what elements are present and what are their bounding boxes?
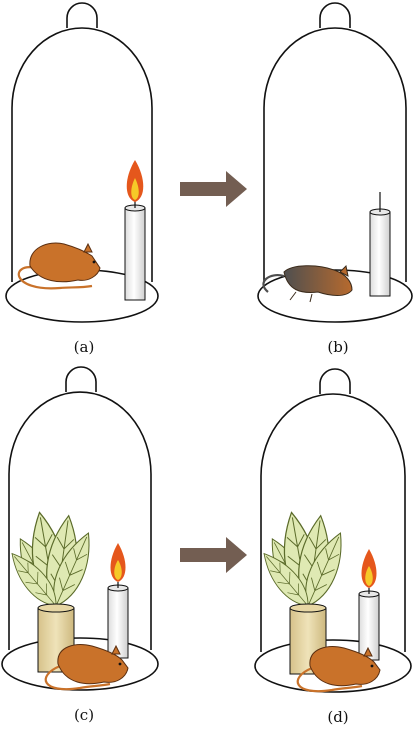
flame (110, 543, 126, 582)
panel-label: (d) (327, 708, 348, 726)
panel-label: (c) (74, 706, 94, 724)
bell-jar (1, 366, 159, 691)
flame (361, 549, 377, 588)
panel-c: (c) (1, 366, 159, 724)
plant (255, 509, 353, 614)
panel-d: (d) (254, 368, 412, 726)
arrow-top (180, 171, 247, 207)
panel-label: (b) (327, 338, 348, 356)
mouse (44, 644, 129, 691)
candle-extinguished (369, 192, 391, 297)
flame (126, 160, 144, 202)
candle (124, 201, 146, 301)
panel-a: (a) (5, 2, 159, 356)
candle (358, 588, 380, 661)
mouse (17, 242, 101, 290)
bell-jar (254, 368, 412, 693)
dead-mouse (262, 264, 353, 303)
panel-label: (a) (74, 338, 95, 356)
panel-b: (b) (257, 2, 413, 356)
mouse (296, 646, 381, 693)
candle (107, 582, 129, 659)
arrow-bottom (180, 537, 247, 573)
plant (3, 509, 101, 614)
